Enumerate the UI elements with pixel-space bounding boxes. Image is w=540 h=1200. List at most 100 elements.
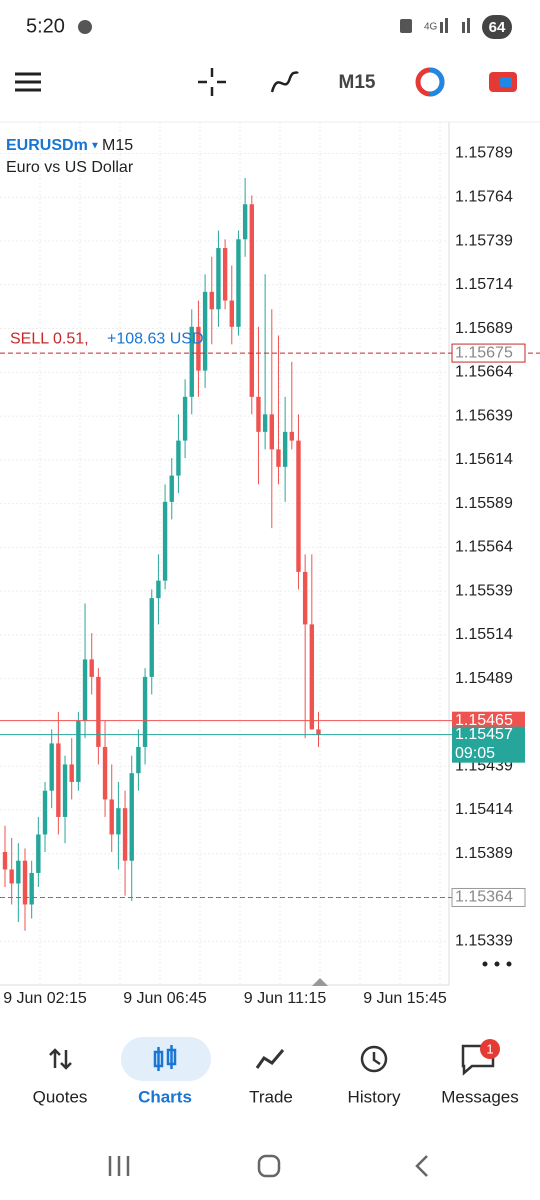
nav-label[interactable]: Quotes <box>33 1087 88 1106</box>
candle-body <box>229 300 234 327</box>
candle-body <box>22 860 28 905</box>
trade-label: SELL 0.51, <box>10 330 89 347</box>
clock: 5:20 <box>26 15 65 37</box>
ask-box <box>452 711 525 729</box>
candle-body <box>76 720 81 782</box>
candle-body <box>89 659 94 677</box>
candle-body <box>102 746 108 800</box>
x-tick-label: 9 Jun 02:15 <box>3 990 87 1007</box>
candle-body <box>222 248 228 301</box>
status-icons <box>400 18 470 33</box>
y-tick-label: 1.15389 <box>455 845 513 862</box>
candle-body <box>169 475 174 502</box>
candle-body <box>202 291 208 371</box>
chat-icon <box>78 20 92 34</box>
nav-label[interactable]: History <box>348 1087 401 1106</box>
candle-body <box>29 872 34 905</box>
x-tick-label: 9 Jun 11:15 <box>244 990 327 1007</box>
badge <box>480 1039 500 1059</box>
y-tick-label: 1.15514 <box>455 626 513 643</box>
level-box <box>451 887 526 907</box>
badge-count: 1 <box>486 1041 493 1056</box>
more-button[interactable] <box>482 961 512 967</box>
symbol-description: Euro vs US Dollar <box>6 159 134 176</box>
candle-body <box>296 440 301 572</box>
candle-body <box>116 808 121 835</box>
sell-price-box <box>451 343 526 363</box>
candle-body <box>142 676 148 747</box>
color-button-half <box>429 67 445 97</box>
candle-body <box>36 834 41 873</box>
candle-body <box>62 764 68 817</box>
candle-body <box>302 571 308 625</box>
candle-body <box>282 431 288 467</box>
candle-body <box>9 869 14 884</box>
quotes-icon <box>49 1048 72 1070</box>
crosshair-button[interactable] <box>198 68 226 96</box>
y-tick-label: 1.15489 <box>455 670 513 687</box>
candle-body <box>189 326 194 397</box>
bid-box <box>452 726 525 763</box>
y-tick-label: 1.15664 <box>455 364 513 381</box>
timeframe-button[interactable]: M15 <box>339 72 376 93</box>
nav-label[interactable]: Trade <box>249 1087 293 1106</box>
profit-label: +108.63 USD <box>107 330 204 347</box>
candle-body <box>182 396 188 441</box>
candle-body <box>42 790 48 835</box>
candle-body <box>236 239 241 327</box>
y-tick-label: 1.15539 <box>455 582 513 599</box>
candle-body <box>156 580 161 599</box>
menu-button[interactable] <box>15 72 41 92</box>
y-tick-label: 1.15564 <box>455 539 513 556</box>
candle-body <box>2 851 8 870</box>
candle-body <box>249 204 254 397</box>
y-tick-label: 1.15714 <box>455 276 513 293</box>
battery <box>482 15 512 39</box>
nav-label[interactable]: Charts <box>138 1087 192 1106</box>
plot <box>2 178 321 931</box>
y-tick-label: 1.15589 <box>455 495 513 512</box>
candle-body <box>289 431 295 441</box>
symbol-dropdown: ▼ <box>90 141 100 152</box>
y-tick-label: 1.15689 <box>455 320 513 337</box>
candle-body <box>309 624 315 730</box>
scroll-marker[interactable] <box>312 978 328 986</box>
history-hand <box>372 1052 381 1066</box>
candle-body <box>276 449 281 467</box>
candle-body <box>56 743 61 817</box>
x-tick-label: 9 Jun 15:45 <box>363 990 447 1007</box>
bar-timer: 09:05 <box>455 745 495 762</box>
candle-body <box>122 808 128 861</box>
network: 4G <box>424 22 438 33</box>
candle-body <box>262 414 268 432</box>
candle-body <box>162 501 168 581</box>
candle-body <box>269 414 274 450</box>
candle-body <box>16 860 21 884</box>
candle-body <box>149 598 154 677</box>
y-tick-label: 1.15639 <box>455 407 513 424</box>
indicators-button[interactable] <box>270 70 299 93</box>
level-price: 1.15364 <box>455 889 513 906</box>
y-tick-label: 1.15339 <box>455 932 513 949</box>
nav-label[interactable]: Messages <box>441 1087 518 1106</box>
candle-body <box>82 659 88 721</box>
candle-body <box>196 326 201 371</box>
candle-body <box>216 248 221 310</box>
candle-body <box>256 396 261 432</box>
history-icon <box>360 1045 388 1073</box>
ask-price: 1.15465 <box>455 712 513 729</box>
grid <box>0 122 449 985</box>
symbol[interactable]: EURUSDm <box>6 137 88 154</box>
y-tick-label: 1.15764 <box>455 188 513 205</box>
candle-body <box>316 729 321 735</box>
trade-icon <box>255 1049 285 1069</box>
y-tick-label: 1.15789 <box>455 145 513 162</box>
sell-price: 1.15675 <box>455 344 513 361</box>
candle-body <box>209 291 214 310</box>
y-tick-label: 1.15614 <box>455 451 513 468</box>
y-tick-label: 1.15739 <box>455 232 513 249</box>
charts-icon <box>153 1045 177 1071</box>
candle-body <box>242 204 248 240</box>
